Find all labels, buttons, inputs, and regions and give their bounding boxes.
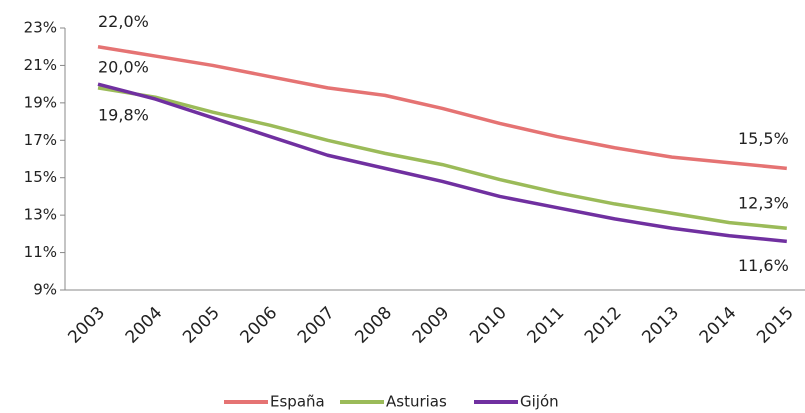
y-tick-label: 13% (24, 206, 57, 224)
data-label: 15,5% (738, 129, 789, 148)
x-tick-label: 2007 (294, 303, 339, 348)
x-tick-label: 2004 (122, 303, 167, 348)
x-tick-label: 2013 (638, 303, 683, 348)
legend-label: Asturias (386, 393, 447, 411)
x-tick-label: 2014 (696, 303, 741, 348)
x-tick-label: 2009 (409, 303, 454, 348)
x-tick-label: 2010 (466, 303, 511, 348)
data-label: 20,0% (98, 58, 149, 77)
line-series (97, 86, 787, 230)
data-label: 22,0% (98, 12, 149, 31)
legend-label: España (270, 393, 325, 411)
y-tick-label: 15% (24, 168, 57, 186)
y-tick-label: 19% (24, 93, 57, 111)
x-tick-label: 2012 (581, 303, 626, 348)
y-tick-label: 23% (24, 19, 57, 37)
y-tick-label: 9% (33, 281, 57, 299)
y-tick-label: 17% (24, 131, 57, 149)
data-label: 11,6% (738, 256, 789, 275)
x-tick-label: 2005 (179, 303, 224, 348)
x-tick-label: 2003 (64, 303, 109, 348)
y-tick-label: 11% (24, 243, 57, 261)
line-series (97, 44, 787, 171)
y-tick-label: 21% (24, 56, 57, 74)
legend-label: Gijón (520, 393, 559, 411)
x-tick-label: 2011 (524, 303, 569, 348)
x-tick-label: 2006 (237, 303, 282, 348)
line-series (97, 82, 787, 244)
data-label: 12,3% (738, 194, 789, 213)
data-label: 19,8% (98, 105, 149, 124)
x-tick-label: 2015 (753, 303, 798, 348)
x-tick-label: 2008 (351, 303, 396, 348)
